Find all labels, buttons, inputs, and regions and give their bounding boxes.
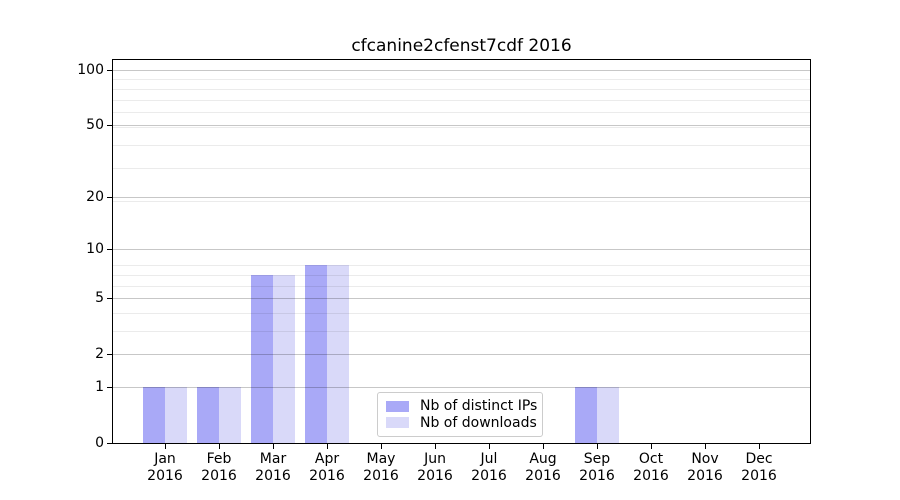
x-axis-tick — [327, 443, 328, 449]
legend-entry-downloads: Nb of downloads — [386, 414, 537, 431]
y-axis-tick — [107, 387, 113, 388]
gridline-minor — [113, 89, 810, 90]
x-axis-tick — [381, 443, 382, 449]
y-tick-label-0: 0 — [95, 435, 104, 451]
gridline-minor — [113, 100, 810, 101]
y-tick-label-10: 10 — [86, 241, 104, 257]
x-axis-tick — [705, 443, 706, 449]
gridline-minor — [113, 79, 810, 80]
y-axis-tick — [107, 70, 113, 71]
gridline-minor — [113, 265, 810, 266]
gridline-major — [113, 387, 810, 388]
bar-distinct-ips-feb — [197, 387, 219, 443]
x-axis-tick — [489, 443, 490, 449]
y-axis-tick — [107, 443, 113, 444]
x-tick-label-jun: Jun 2016 — [417, 451, 453, 484]
y-tick-label-20: 20 — [86, 189, 104, 205]
x-tick-label-jul: Jul 2016 — [471, 451, 507, 484]
legend-swatch-downloads-icon — [386, 417, 409, 429]
bar-downloads-sep — [597, 387, 619, 443]
bar-downloads-feb — [219, 387, 241, 443]
legend-label-distinct-ips: Nb of distinct IPs — [420, 398, 538, 415]
gridline-major — [113, 298, 810, 299]
gridline-minor — [113, 275, 810, 276]
gridline-minor — [113, 331, 810, 332]
legend-label-downloads: Nb of downloads — [420, 414, 537, 431]
y-axis-tick — [107, 298, 113, 299]
x-tick-label-apr: Apr 2016 — [309, 451, 345, 484]
gridline-major — [113, 125, 810, 126]
gridline-minor — [113, 168, 810, 169]
gridline-major — [113, 70, 810, 71]
plot-area — [113, 60, 810, 443]
bar-distinct-ips-mar — [251, 275, 273, 443]
x-tick-label-feb: Feb 2016 — [201, 451, 237, 484]
bar-distinct-ips-jan — [143, 387, 165, 443]
gridline-major — [113, 197, 810, 198]
gridline-major — [113, 249, 810, 250]
x-tick-label-nov: Nov 2016 — [687, 451, 723, 484]
y-tick-label-2: 2 — [95, 346, 104, 362]
gridline-minor — [113, 112, 810, 113]
x-axis-tick — [759, 443, 760, 449]
legend-swatch-distinct-ips-icon — [386, 400, 409, 412]
x-axis-tick — [165, 443, 166, 449]
x-tick-label-may: May 2016 — [363, 451, 399, 484]
y-axis-tick — [107, 354, 113, 355]
bar-downloads-jan — [165, 387, 187, 443]
y-tick-label-5: 5 — [95, 290, 104, 306]
x-tick-label-sep: Sep 2016 — [579, 451, 615, 484]
x-axis-tick — [651, 443, 652, 449]
x-tick-label-mar: Mar 2016 — [255, 451, 291, 484]
x-axis-tick — [435, 443, 436, 449]
y-axis-tick — [107, 249, 113, 250]
legend: Nb of distinct IPs Nb of downloads — [377, 392, 543, 437]
gridline-minor — [113, 313, 810, 314]
x-axis-tick — [219, 443, 220, 449]
gridline-minor — [113, 286, 810, 287]
x-tick-label-oct: Oct 2016 — [633, 451, 669, 484]
x-axis-tick — [543, 443, 544, 449]
x-axis-tick — [273, 443, 274, 449]
gridline-minor — [113, 145, 810, 146]
x-tick-label-dec: Dec 2016 — [741, 451, 777, 484]
y-axis-tick — [107, 197, 113, 198]
gridline-major — [113, 354, 810, 355]
bar-distinct-ips-apr — [305, 265, 327, 443]
chart-title: cfcanine2cfenst7cdf 2016 — [351, 36, 572, 56]
bar-distinct-ips-sep — [575, 387, 597, 443]
x-tick-label-jan: Jan 2016 — [147, 451, 183, 484]
y-tick-label-1: 1 — [95, 379, 104, 395]
legend-entry-distinct-ips: Nb of distinct IPs — [386, 398, 538, 415]
y-tick-label-50: 50 — [86, 117, 104, 133]
gridline-minor — [113, 201, 810, 202]
x-axis-tick — [597, 443, 598, 449]
y-axis-tick — [107, 125, 113, 126]
bar-downloads-mar — [273, 275, 295, 443]
x-tick-label-aug: Aug 2016 — [525, 451, 561, 484]
bar-downloads-apr — [327, 265, 349, 443]
gridline-minor — [113, 127, 810, 128]
y-tick-label-100: 100 — [77, 62, 104, 78]
